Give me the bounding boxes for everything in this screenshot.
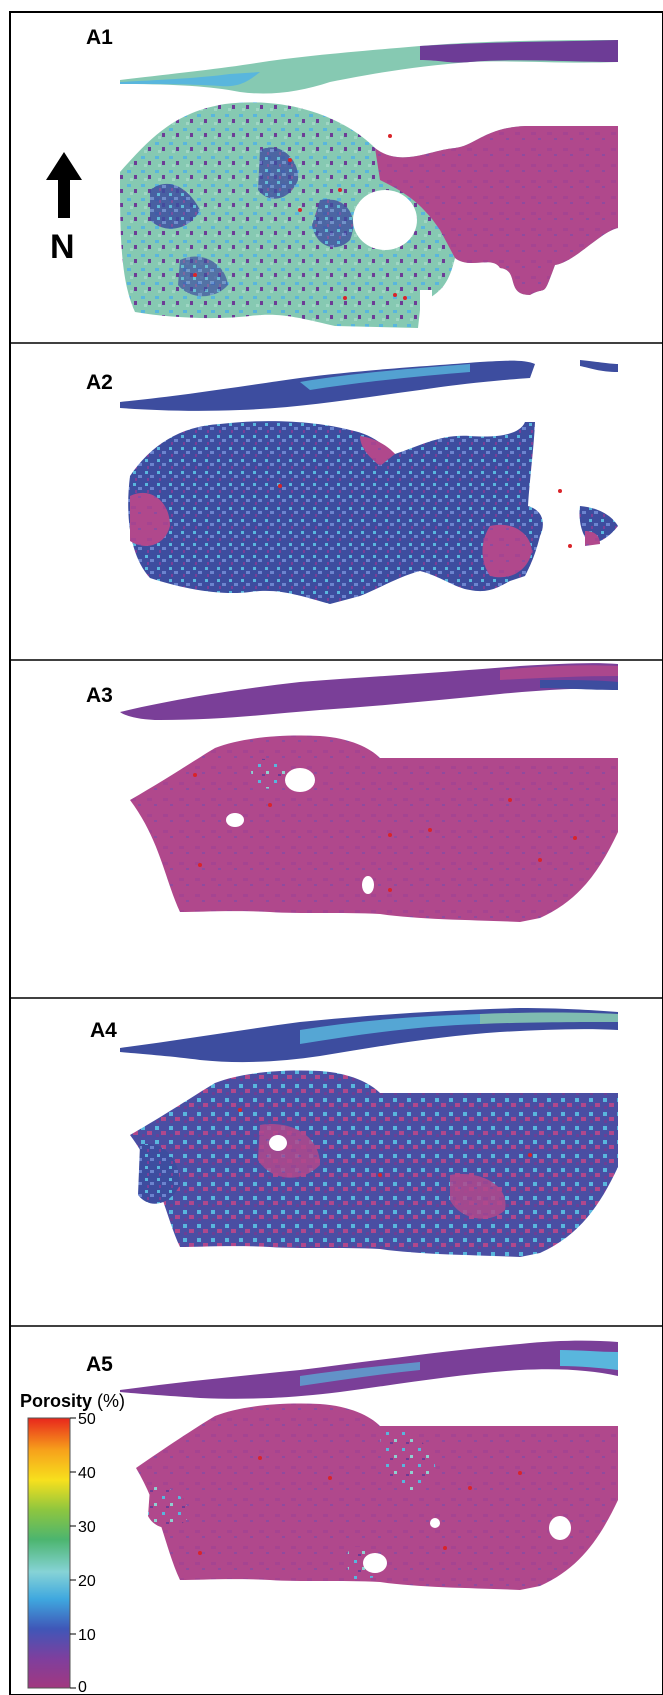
legend-tick-label: 0: [78, 1679, 87, 1695]
cross-section: [120, 1340, 618, 1399]
panel-label: A4: [90, 1019, 117, 1042]
panel-label: A2: [86, 371, 113, 394]
porosity-map: [136, 1403, 618, 1590]
legend-ticks: 50 40 30 20 10 0: [70, 1411, 96, 1695]
north-arrow-icon: [46, 152, 82, 218]
legend-tick-label: 10: [78, 1627, 96, 1644]
legend-title: Porosity (%): [20, 1391, 125, 1411]
panel-a3: A3: [86, 663, 618, 922]
north-letter: N: [50, 228, 75, 266]
cross-section: [120, 360, 618, 411]
cross-section: [120, 663, 618, 720]
cross-section: [120, 40, 618, 94]
legend-title-bold: Porosity: [20, 1391, 92, 1411]
panel-label: A3: [86, 684, 113, 707]
porosity-legend: Porosity (%) 50 40 30 20 10 0: [20, 1391, 125, 1695]
porosity-map: [128, 421, 618, 604]
panel-a5: A5: [86, 1340, 618, 1590]
panel-a2: A2: [86, 360, 618, 604]
legend-tick-label: 50: [78, 1411, 96, 1428]
porosity-map: [130, 735, 618, 922]
legend-tick-label: 20: [78, 1573, 96, 1590]
cross-section: [120, 1008, 618, 1063]
panel-a1: A1 N: [46, 26, 618, 330]
panel-label: A1: [86, 26, 113, 49]
legend-tick-label: 40: [78, 1465, 96, 1482]
porosity-map: [120, 102, 618, 330]
porosity-map: [130, 1070, 618, 1257]
figure-frame: [9, 11, 663, 1695]
panel-a4: A4: [90, 1008, 618, 1257]
legend-title-unit: (%): [92, 1391, 125, 1411]
legend-colorbar: [27, 1417, 71, 1689]
legend-tick-label: 30: [78, 1519, 96, 1536]
panel-label: A5: [86, 1353, 113, 1376]
